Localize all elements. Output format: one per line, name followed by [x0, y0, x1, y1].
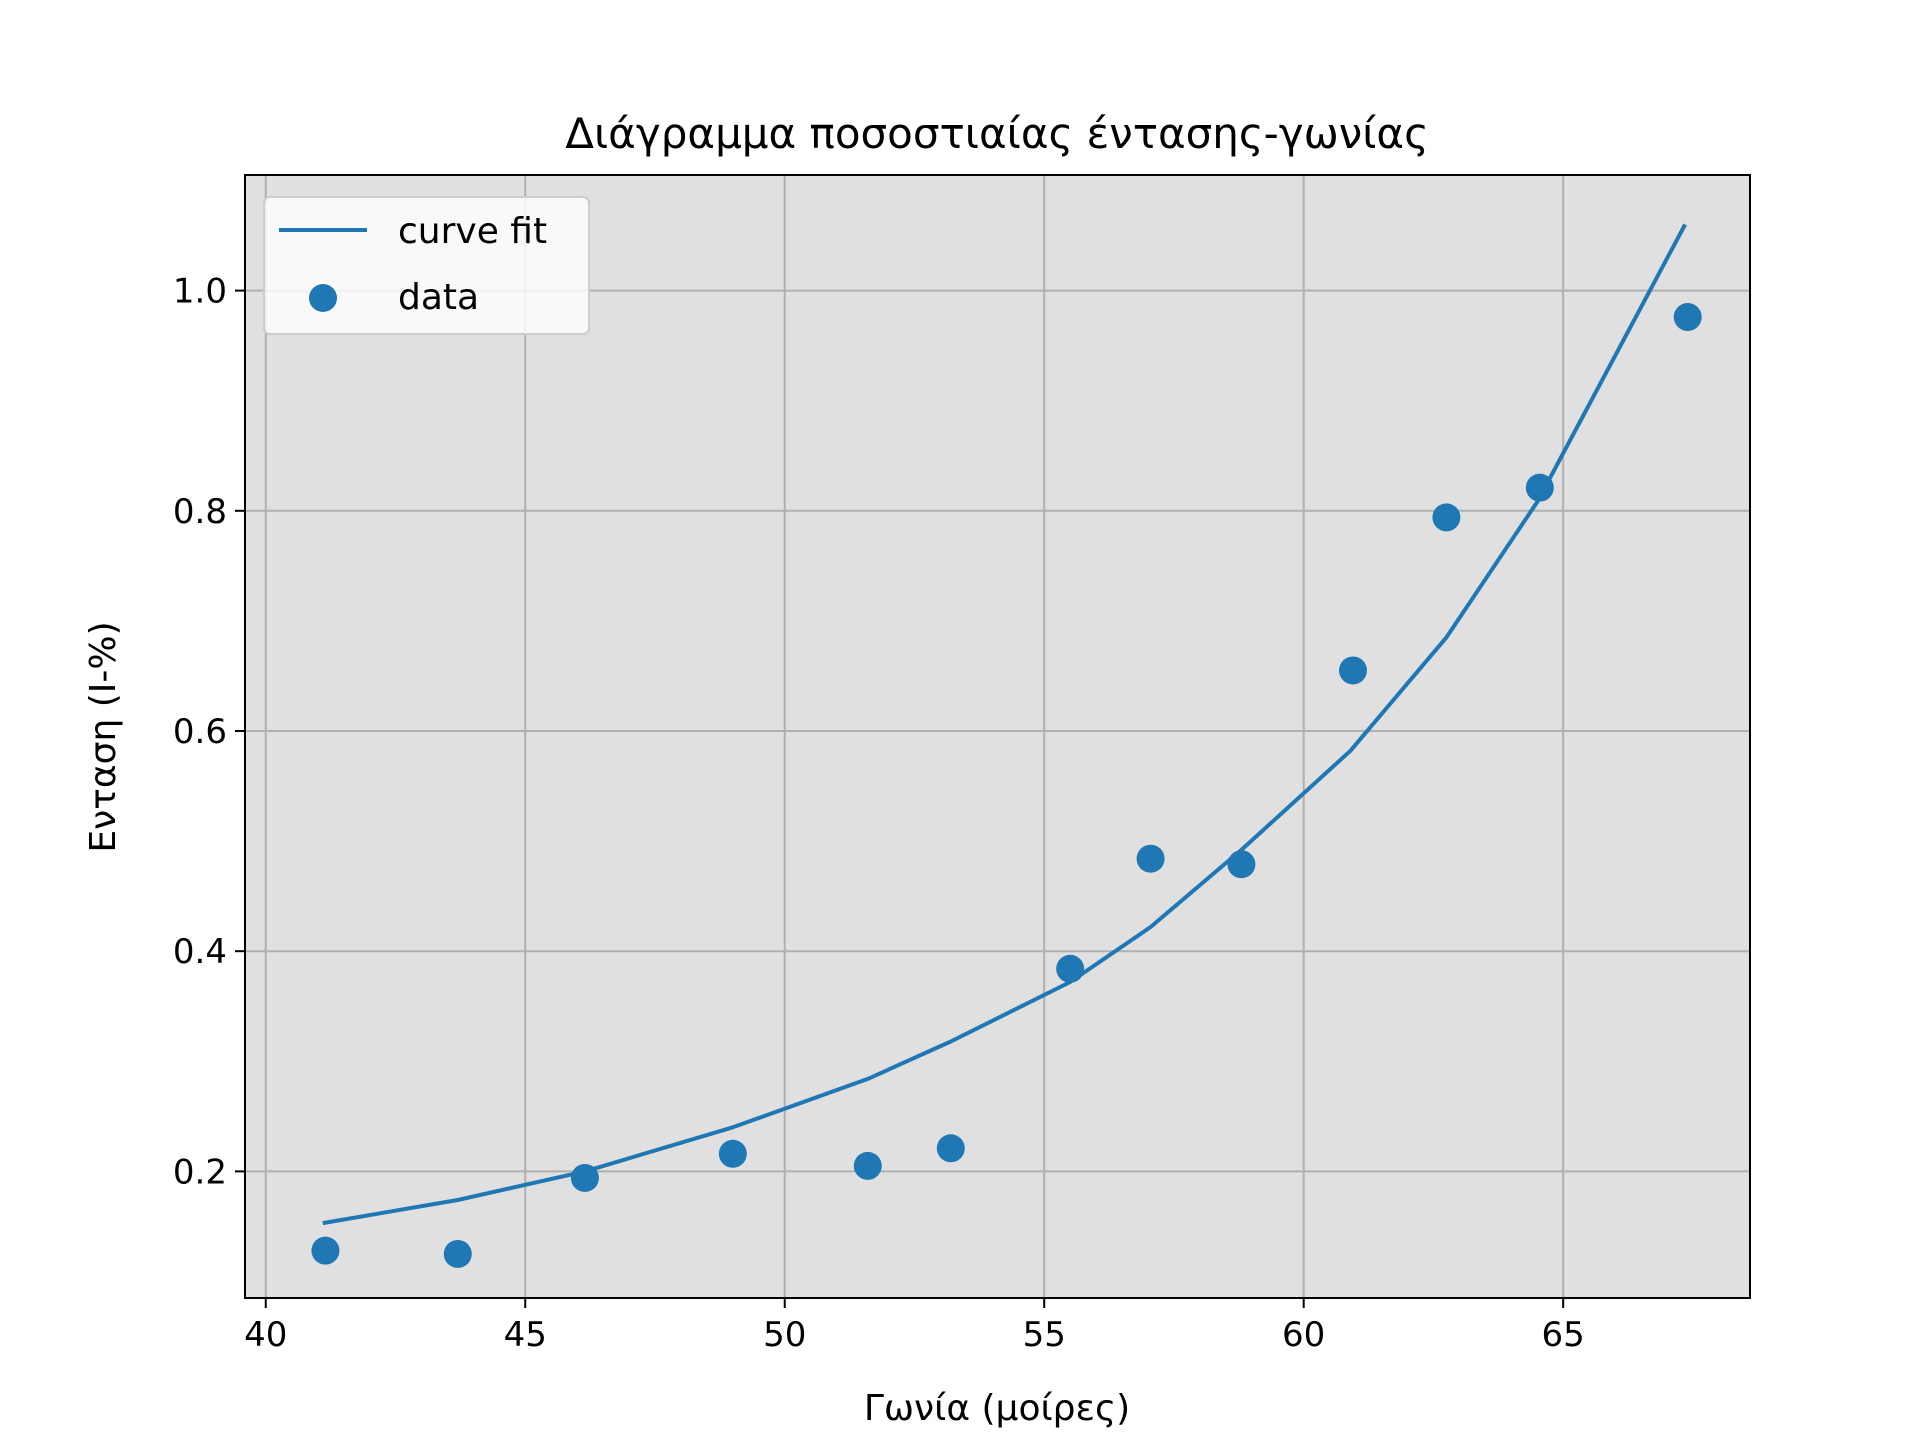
data-point — [1525, 473, 1554, 502]
legend-data-swatch — [309, 284, 337, 312]
data-point — [1432, 503, 1461, 532]
data-point — [1056, 954, 1085, 983]
data-series — [311, 303, 1702, 1268]
data-point — [1227, 850, 1256, 879]
grid — [245, 175, 1750, 1298]
x-axis-ticks: 40 45 50 55 60 65 — [244, 1298, 1585, 1355]
x-axis-label: Γωνία (μοίρες) — [864, 1388, 1130, 1429]
data-point — [443, 1239, 472, 1268]
y-tick-label: 0.4 — [173, 932, 227, 972]
x-tick-label: 65 — [1542, 1315, 1585, 1355]
plot-frame — [244, 174, 1751, 1299]
x-tick-label: 45 — [504, 1315, 547, 1355]
x-tick-label: 60 — [1282, 1315, 1325, 1355]
y-tick-label: 0.2 — [173, 1152, 227, 1192]
plot-area — [245, 175, 1750, 1298]
y-tick-label: 0.6 — [173, 712, 227, 752]
legend: curve fit data — [263, 196, 590, 335]
y-tick-label: 1.0 — [173, 272, 227, 312]
y-tick-label: 0.8 — [173, 492, 227, 532]
x-tick-label: 50 — [763, 1315, 806, 1355]
y-axis-ticks: 0.2 0.4 0.6 0.8 1.0 — [173, 272, 245, 1192]
data-point — [570, 1163, 599, 1192]
data-point — [936, 1134, 965, 1163]
data-point — [718, 1139, 747, 1168]
legend-curve-fit-label: curve fit — [398, 211, 547, 252]
x-tick-label: 40 — [244, 1315, 287, 1355]
data-point — [853, 1151, 882, 1180]
y-axis-label: Ενταση (I-%) — [83, 621, 124, 852]
data-point — [1338, 656, 1367, 685]
data-point — [1673, 303, 1702, 332]
x-tick-label: 55 — [1023, 1315, 1066, 1355]
data-point — [1136, 844, 1165, 873]
data-point — [311, 1236, 340, 1265]
chart-title: Διάγραμμα ποσοστιαίας έντασης-γωνίας — [565, 109, 1429, 158]
legend-data-label: data — [398, 277, 479, 318]
